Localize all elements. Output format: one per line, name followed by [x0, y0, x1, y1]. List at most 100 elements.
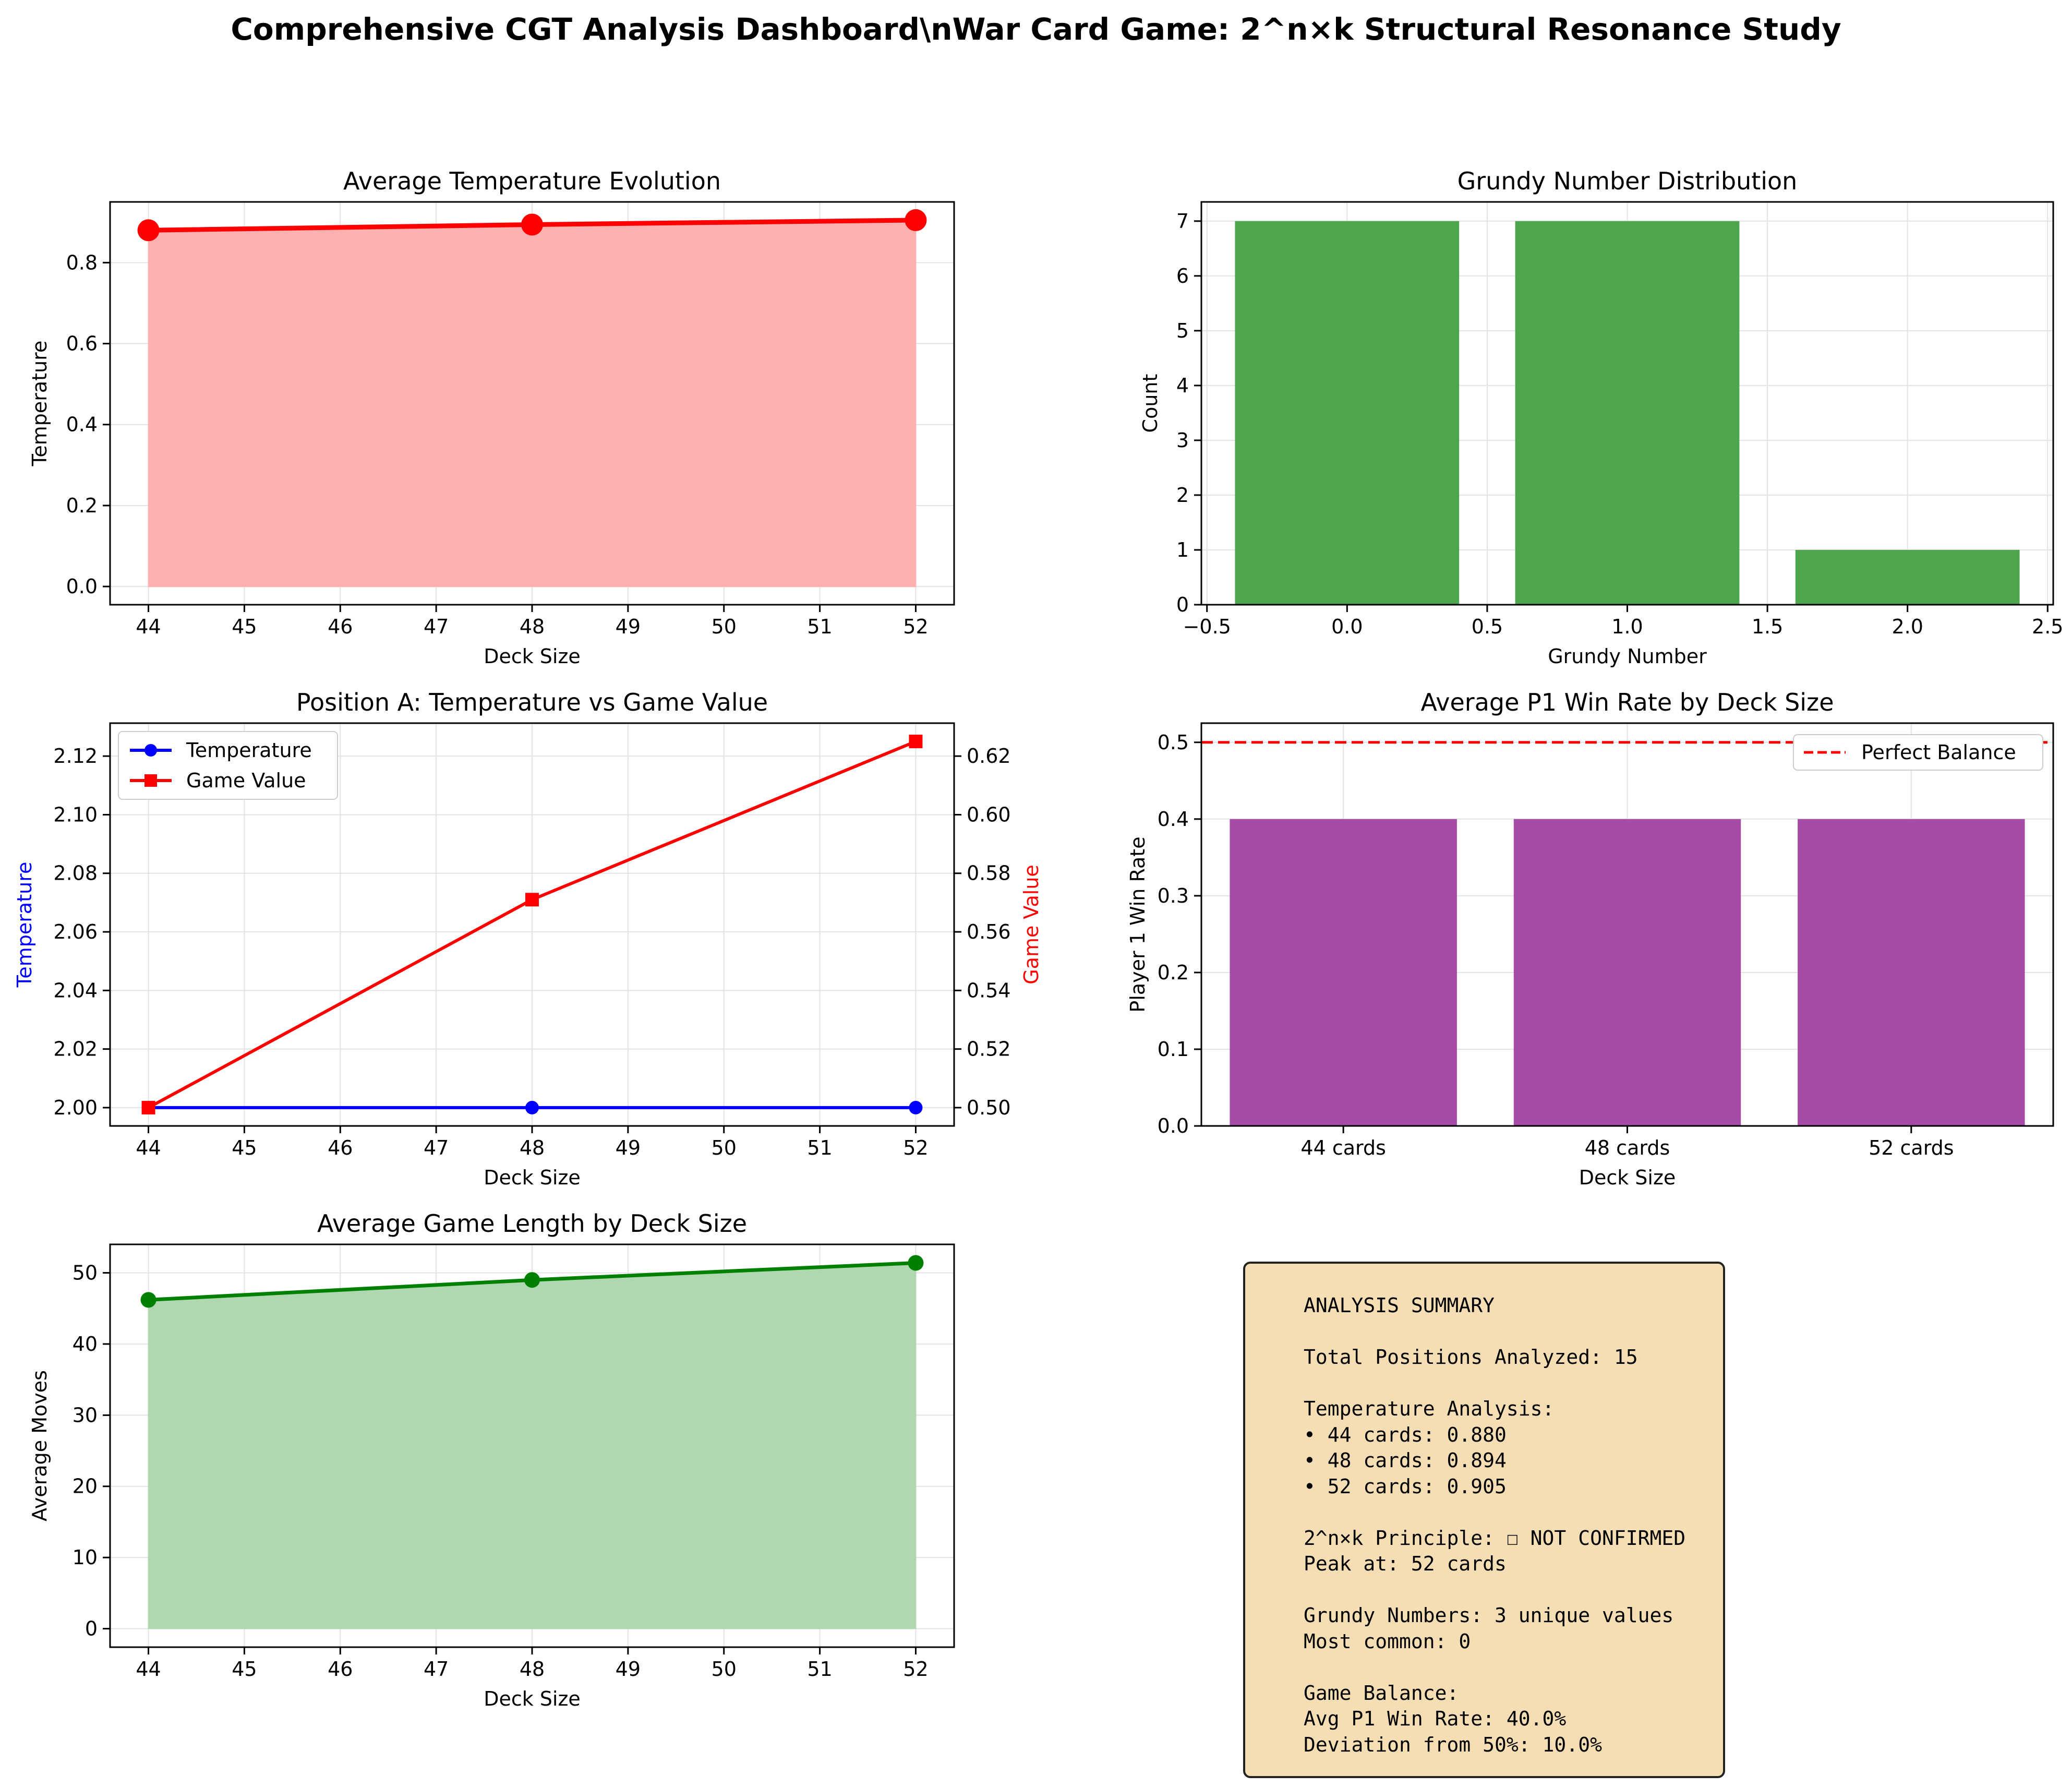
y-tick-label: 2.10 — [53, 803, 98, 826]
x-tick-label: 44 — [136, 615, 161, 638]
y-right-tick-label: 0.56 — [967, 920, 1011, 943]
temperature-point — [525, 1100, 539, 1114]
y-tick-label: 1 — [1176, 538, 1189, 561]
y-tick-label: 0.3 — [1158, 884, 1189, 907]
game-length-chart: 44 45 46 47 48 49 50 51 52 0 10 20 30 40 50 Average Gam… — [28, 1209, 955, 1710]
x-tick-label: 51 — [807, 1136, 832, 1159]
x-tick-label: 0.0 — [1331, 615, 1363, 638]
x-tick-label: 46 — [328, 1136, 353, 1159]
figure-title: Comprehensive CGT Analysis Dashboard\nWa… — [231, 11, 1841, 47]
y-tick-label: 50 — [73, 1262, 98, 1285]
x-tick-label: 51 — [807, 615, 832, 638]
y-right-tick-label: 0.52 — [967, 1038, 1011, 1061]
x-tick-label: 45 — [232, 615, 257, 638]
x-axis-label: Deck Size — [484, 645, 581, 668]
y-right-tick-label: 0.58 — [967, 862, 1011, 885]
game-value-point — [909, 735, 923, 749]
y-tick-label: 3 — [1176, 429, 1189, 452]
data-point — [140, 1292, 156, 1308]
x-tick-label: 2.0 — [1892, 615, 1923, 638]
legend-label: Game Value — [186, 769, 306, 792]
x-tick-label: 52 — [903, 615, 928, 638]
x-tick-label: 49 — [616, 615, 641, 638]
x-tick-label: 50 — [712, 615, 737, 638]
x-tick-label: 44 — [136, 1658, 161, 1681]
chart-title: Average Temperature Evolution — [343, 167, 721, 195]
data-point — [524, 1272, 540, 1288]
chart-title: Position A: Temperature vs Game Value — [296, 688, 768, 716]
y-tick-label: 2.00 — [53, 1096, 98, 1119]
x-axis-label: Deck Size — [484, 1166, 581, 1189]
y-tick-label: 6 — [1176, 265, 1189, 287]
data-point — [521, 213, 543, 236]
legend-box — [118, 731, 338, 800]
y-axis-label: Average Moves — [28, 1370, 51, 1521]
y-right-tick-label: 0.62 — [967, 745, 1011, 767]
y-tick-label: 20 — [73, 1475, 98, 1498]
x-tick-label: 45 — [232, 1658, 257, 1681]
y-right-tick-label: 0.54 — [967, 979, 1011, 1002]
y-tick-label: 0 — [1176, 593, 1189, 616]
y-tick-label: 2.08 — [53, 862, 98, 885]
y-tick-label: 2.04 — [53, 979, 98, 1002]
area-fill — [148, 219, 917, 587]
legend-marker — [144, 744, 157, 757]
bar — [1795, 549, 2020, 605]
grundy-distribution-chart: −0.5 0.0 0.5 1.0 1.5 2.0 2.5 0 1 2 3 4 5 6 7 Grundy Num… — [1139, 167, 2063, 668]
analysis-summary-text: ANALYSIS SUMMARY Total Positions Analyze… — [1304, 1294, 1686, 1756]
x-tick-label: 44 cards — [1300, 1136, 1386, 1159]
y-right-tick-label: 0.50 — [967, 1096, 1011, 1119]
bar — [1513, 819, 1741, 1126]
bar — [1515, 221, 1740, 605]
x-tick-label: 47 — [424, 1136, 449, 1159]
x-tick-label: 52 — [903, 1136, 928, 1159]
y-right-tick-label: 0.60 — [967, 803, 1011, 826]
y-tick-label: 0.2 — [1158, 961, 1189, 984]
y-tick-label: 0.5 — [1158, 731, 1189, 754]
y-right-axis-label: Game Value — [1020, 865, 1043, 985]
position-a-chart: 44 45 46 47 48 49 50 51 52 2.00 2.02 2.04 2.06 2.08 2.… — [13, 688, 1043, 1189]
x-tick-label: −0.5 — [1183, 615, 1231, 638]
x-tick-label: 1.5 — [1752, 615, 1783, 638]
x-tick-label: 48 — [520, 615, 545, 638]
y-tick-label: 0.0 — [1158, 1114, 1189, 1137]
temperature-point — [909, 1100, 923, 1114]
y-tick-label: 0 — [85, 1617, 98, 1640]
bar — [1230, 819, 1457, 1126]
x-axis-label: Deck Size — [484, 1687, 581, 1710]
legend-box — [1793, 734, 2043, 771]
y-axis-label: Player 1 Win Rate — [1126, 836, 1149, 1012]
x-tick-label: 47 — [424, 615, 449, 638]
x-tick-label: 1.0 — [1611, 615, 1643, 638]
x-axis-label: Grundy Number — [1548, 645, 1707, 668]
win-rate-chart: 44 cards 48 cards 52 cards 0.0 0.1 0.2 0.3 0.4 0… — [1126, 688, 2054, 1189]
analysis-summary-box: ANALYSIS SUMMARY Total Positions Analyze… — [1243, 1262, 1725, 1778]
legend-label: Perfect Balance — [1861, 741, 2016, 764]
x-tick-label: 48 — [520, 1136, 545, 1159]
x-tick-label: 44 — [136, 1136, 161, 1159]
y-tick-label: 5 — [1176, 319, 1189, 342]
data-point — [908, 1255, 924, 1271]
data-point — [905, 209, 927, 231]
bar — [1798, 819, 2025, 1126]
x-axis-label: Deck Size — [1579, 1166, 1676, 1189]
x-tick-label: 45 — [232, 1136, 257, 1159]
y-tick-label: 2.06 — [53, 920, 98, 943]
y-tick-label: 0.8 — [66, 251, 98, 274]
y-axis-label: Temperature — [13, 862, 36, 988]
y-tick-label: 0.1 — [1158, 1038, 1189, 1061]
y-tick-label: 0.2 — [66, 494, 98, 517]
x-tick-label: 2.5 — [2032, 615, 2063, 638]
chart-title: Average P1 Win Rate by Deck Size — [1420, 688, 1834, 716]
y-tick-label: 2 — [1176, 484, 1189, 507]
x-tick-label: 46 — [328, 615, 353, 638]
temperature-evolution-chart: 44 45 46 47 48 49 50 51 52 0.0 0.2 0.4 0.6 0.8 Average… — [28, 167, 955, 668]
legend-label: Temperature — [186, 739, 312, 762]
y-tick-label: 4 — [1176, 374, 1189, 397]
x-tick-label: 48 — [520, 1658, 545, 1681]
y-tick-label: 40 — [73, 1333, 98, 1356]
y-tick-label: 0.0 — [66, 575, 98, 598]
x-tick-label: 46 — [328, 1658, 353, 1681]
x-tick-label: 51 — [807, 1658, 832, 1681]
